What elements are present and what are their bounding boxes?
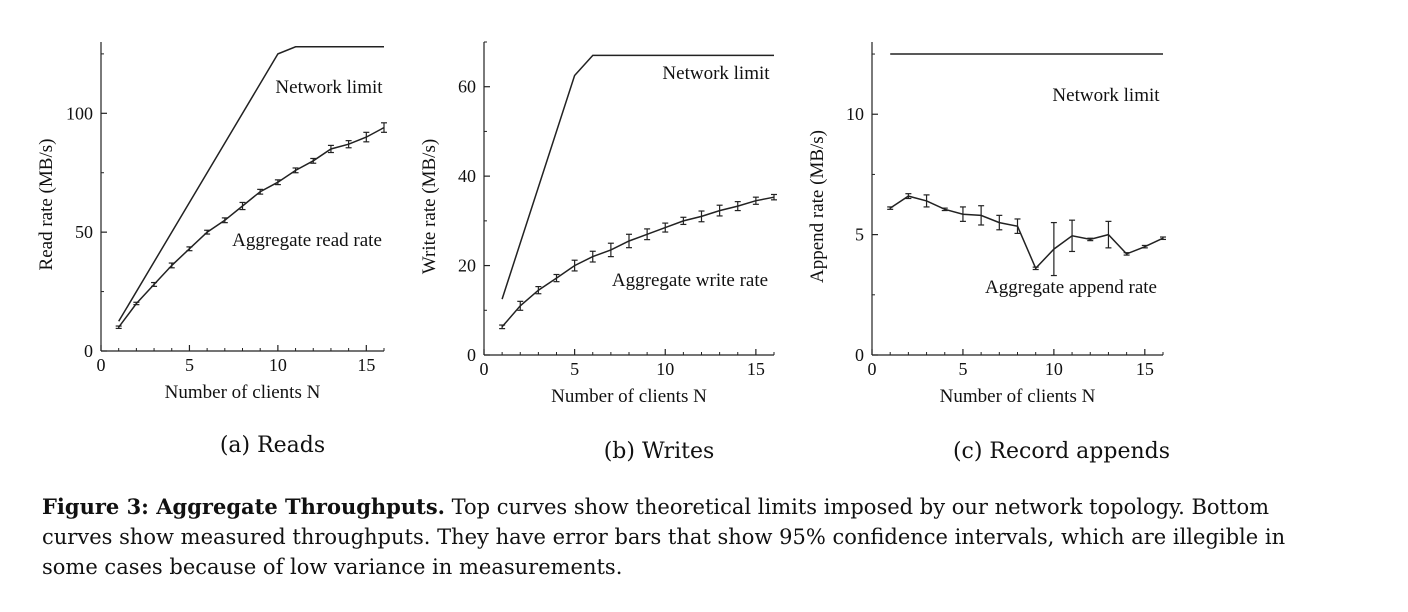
chart-1-x-tick-label: 10 [656,359,674,379]
chart-1-y-axis-label: Write rate (MB/s) [419,139,440,274]
chart-2-x-tick-label: 5 [958,359,967,379]
chart-0-subcaption: (a) Reads [220,433,325,458]
figure-caption-text: Top curves show theoretical limits impos… [42,495,1286,579]
chart-2-aggregate-rate-label: Aggregate append rate [985,277,1157,298]
chart-0-y-tick-label: 50 [75,222,93,242]
chart-1-y-tick-label: 20 [458,256,476,276]
chart-2-network-limit-label: Network limit [1052,85,1160,106]
chart-0-aggregate-rate-label: Aggregate read rate [232,230,382,251]
chart-0-y-axis-label: Read rate (MB/s) [36,139,57,271]
chart-0-x-tick-label: 5 [185,355,194,375]
figure-caption-label: Figure 3: Aggregate Throughputs. [42,494,445,519]
chart-2-subcaption: (c) Record appends [953,439,1170,464]
chart-0-network-limit-line [118,46,384,322]
chart-2-y-tick-label: 5 [855,225,864,245]
chart-0-x-tick-label: 15 [357,355,375,375]
chart-0-y-tick-label: 0 [84,341,93,361]
chart-1-y-tick-label: 0 [467,345,476,365]
chart-1-network-limit-line [501,54,774,300]
chart-1-subcaption: (b) Writes [604,439,715,464]
chart-1-aggregate-rate-line [501,196,775,328]
chart-2-aggregate-rate-line [889,195,1164,270]
chart-2-x-tick-label: 10 [1045,359,1063,379]
chart-2-y-axis-label: Append rate (MB/s) [807,130,828,283]
chart-2-x-tick-label: 0 [868,359,877,379]
chart-0-aggregate-rate-line [118,126,385,328]
chart-1-x-tick-label: 5 [570,359,579,379]
chart-2-x-axis-label: Number of clients N [940,386,1096,407]
chart-1-network-limit-label: Network limit [662,63,770,84]
chart-1-x-axis-label: Number of clients N [551,386,707,407]
chart-1-x-tick-label: 0 [480,359,489,379]
chart-0-y-tick-label: 100 [66,103,93,123]
chart-0-network-limit-label: Network limit [275,77,383,98]
chart-2-x-tick-label: 15 [1136,359,1154,379]
chart-0-x-axis-label: Number of clients N [165,382,321,403]
chart-1-y-tick-label: 40 [458,166,476,186]
chart-1-x-tick-label: 15 [747,359,765,379]
chart-1-y-tick-label: 60 [458,77,476,97]
chart-0-x-tick-label: 0 [97,355,106,375]
figure-caption: Figure 3: Aggregate Throughputs. Top cur… [42,492,1312,582]
chart-1-aggregate-rate-label: Aggregate write rate [612,270,768,291]
chart-2-y-tick-label: 10 [846,104,864,124]
chart-2-y-tick-label: 0 [855,345,864,365]
chart-0-x-tick-label: 10 [269,355,287,375]
